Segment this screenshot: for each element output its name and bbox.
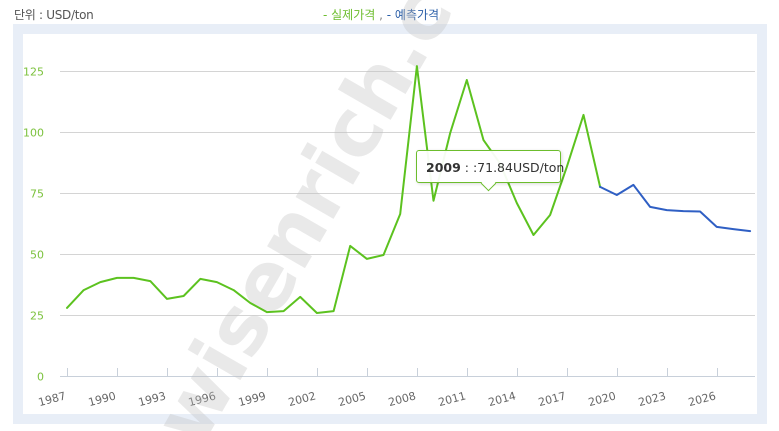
tooltip-value: : :71.84USD/ton bbox=[460, 160, 565, 175]
svg-text:2023: 2023 bbox=[637, 389, 667, 409]
x-axis-ticks: 1987 1990 1993 1996 1999 2002 2005 2008 2011 2014… bbox=[37, 368, 718, 409]
svg-text:2008: 2008 bbox=[387, 389, 417, 409]
svg-text:2002: 2002 bbox=[287, 389, 317, 409]
svg-text:25: 25 bbox=[30, 310, 44, 323]
svg-text:2017: 2017 bbox=[537, 389, 567, 409]
svg-text:1990: 1990 bbox=[87, 389, 117, 409]
legend: - 실제가격 , - 예측가격 bbox=[323, 6, 439, 23]
legend-forecast-price[interactable]: - 예측가격 bbox=[386, 8, 440, 22]
svg-text:2020: 2020 bbox=[587, 389, 617, 409]
svg-text:2014: 2014 bbox=[487, 389, 517, 409]
svg-text:2005: 2005 bbox=[337, 389, 367, 409]
svg-text:wisenrich.com: wisenrich.com bbox=[136, 0, 540, 431]
svg-text:2011: 2011 bbox=[437, 389, 467, 409]
svg-text:75: 75 bbox=[30, 188, 44, 201]
svg-text:50: 50 bbox=[30, 249, 44, 262]
legend-separator: , bbox=[375, 8, 387, 22]
data-tooltip: 2009 : :71.84USD/ton bbox=[416, 150, 564, 192]
legend-actual-price[interactable]: - 실제가격 bbox=[323, 8, 376, 22]
chart-plot-background bbox=[23, 34, 757, 414]
svg-text:125: 125 bbox=[23, 66, 44, 79]
tooltip-year: 2009 bbox=[426, 160, 461, 175]
grid-lines bbox=[60, 71, 755, 377]
watermark: wisenrich.com bbox=[136, 0, 540, 431]
unit-label: 단위 : USD/ton bbox=[14, 8, 94, 22]
svg-text:100: 100 bbox=[23, 127, 44, 140]
svg-text:0: 0 bbox=[37, 371, 44, 384]
series-lines bbox=[66, 65, 752, 314]
y-axis-ticks: 0 25 50 75 100 125 bbox=[23, 66, 44, 384]
svg-text:2026: 2026 bbox=[687, 389, 717, 409]
svg-text:1987: 1987 bbox=[37, 389, 67, 409]
